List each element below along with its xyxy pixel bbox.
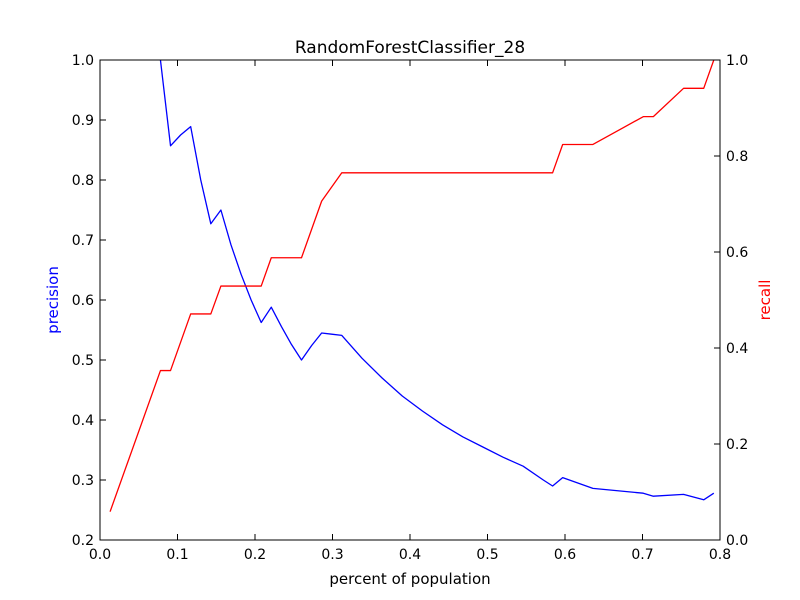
recall-line — [109, 60, 715, 512]
left-y-tick-label: 0.7 — [72, 233, 94, 249]
right-y-tick-label: 0.2 — [726, 437, 748, 453]
right-y-tick-label: 1.0 — [726, 53, 748, 69]
left-y-tick-label: 0.9 — [72, 113, 94, 129]
left-y-tick-label: 0.3 — [72, 473, 94, 489]
left-y-tick-label: 0.2 — [72, 533, 94, 549]
right-axis-label: recall — [756, 280, 774, 321]
x-axis-label: percent of population — [329, 570, 490, 588]
precision-line — [159, 60, 715, 501]
series-layer — [109, 60, 715, 512]
x-tick-label: 0.7 — [631, 547, 653, 563]
left-y-tick-label: 0.8 — [72, 173, 94, 189]
left-y-tick-label: 0.6 — [72, 293, 94, 309]
left-y-tick-label: 0.4 — [72, 413, 94, 429]
x-tick-label: 0.5 — [476, 547, 498, 563]
chart-title: RandomForestClassifier_28 — [295, 38, 525, 58]
x-tick-label: 0.8 — [709, 547, 731, 563]
right-y-tick-label: 0.0 — [726, 533, 748, 549]
left-y-tick-label: 1.0 — [72, 53, 94, 69]
right-y-tick-label: 0.4 — [726, 341, 748, 357]
right-y-tick-label: 0.8 — [726, 149, 748, 165]
plot-frame — [99, 59, 721, 541]
x-tick-label: 0.4 — [399, 547, 421, 563]
ticks-layer: 0.0 0.1 0.2 0.3 0.4 0.5 0.6 0.7 0.8 0.2 0.3 0.4 0.5 0… — [72, 53, 749, 563]
left-y-tick-label: 0.5 — [72, 353, 94, 369]
x-tick-label: 0.1 — [166, 547, 188, 563]
x-tick-label: 0.3 — [321, 547, 343, 563]
x-tick-label: 0.6 — [554, 547, 576, 563]
right-y-tick-label: 0.6 — [726, 245, 748, 261]
x-tick-label: 0.0 — [89, 547, 111, 563]
left-axis-label: precision — [44, 266, 62, 334]
x-tick-label: 0.2 — [244, 547, 266, 563]
